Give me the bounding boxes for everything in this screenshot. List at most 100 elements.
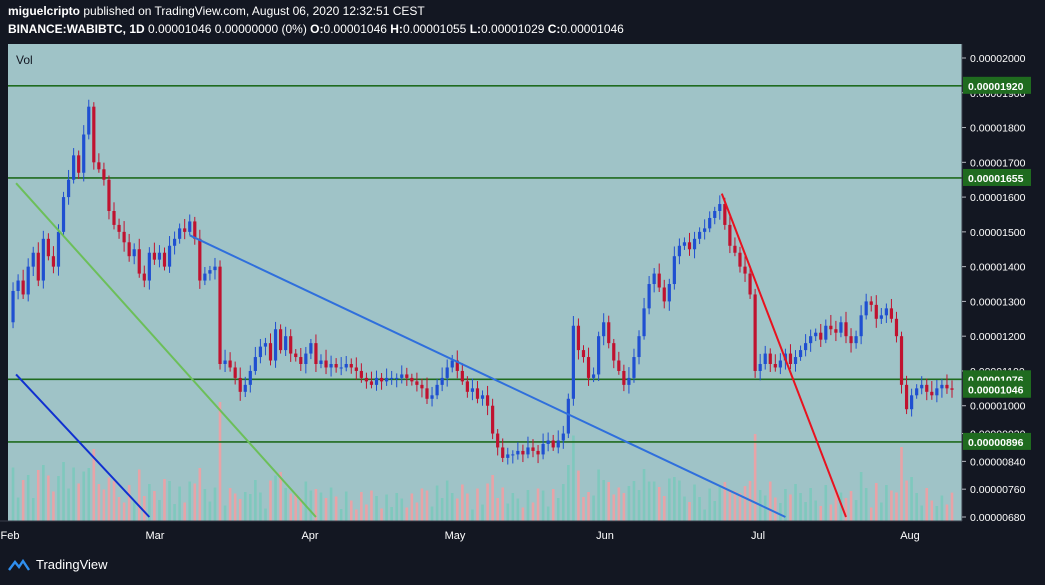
volume-bar: [804, 502, 807, 521]
candle-body: [26, 266, 30, 295]
candle-body: [743, 266, 747, 274]
candle-body: [879, 315, 883, 319]
candle-body: [930, 391, 934, 396]
volume-bar: [259, 492, 262, 521]
candle-body: [31, 252, 35, 267]
volume-bar: [496, 498, 499, 521]
volume-bar: [572, 435, 575, 521]
candle-body: [581, 350, 586, 358]
candle-body: [435, 384, 439, 396]
candle-body: [809, 336, 813, 344]
volume-bar: [849, 491, 853, 521]
candle-body: [218, 266, 222, 364]
volume-bar: [360, 492, 363, 521]
candle-body: [622, 370, 626, 385]
high-value: 0.00001055: [402, 22, 467, 36]
candle-body: [390, 377, 394, 379]
volume-bar: [567, 465, 570, 521]
volume-bar: [587, 492, 590, 521]
candle-body: [627, 377, 631, 385]
time-tick-label: Mar: [146, 530, 165, 542]
volume-bar: [476, 488, 479, 521]
volume-bar: [733, 491, 737, 521]
candle-body: [440, 377, 444, 385]
volume-bar: [637, 490, 641, 521]
candle-body: [607, 322, 611, 344]
volume-bar: [117, 497, 121, 521]
volume-bar: [435, 485, 439, 521]
volume-bar: [910, 477, 913, 521]
volume-bar: [107, 477, 111, 521]
candle-body: [642, 308, 646, 337]
candle-body: [167, 245, 172, 267]
volume-bar: [440, 498, 444, 521]
price-tick-label: 0.00000840: [970, 456, 1026, 468]
candle-body: [819, 332, 823, 340]
tradingview-brand[interactable]: TradingView: [8, 557, 108, 572]
publish-info: miguelcripto published on TradingView.co…: [8, 4, 425, 18]
candle-body: [61, 197, 66, 232]
price-tick-label: 0.00001300: [970, 296, 1026, 308]
time-tick-label: May: [445, 530, 466, 542]
candle-body: [920, 384, 924, 389]
volume-bar: [72, 467, 75, 521]
volume-bar: [824, 485, 828, 521]
candle-body: [314, 343, 318, 364]
price-axis[interactable]: 0.000020000.000019000.000018000.00001700…: [961, 44, 1031, 524]
candle-body: [465, 381, 469, 392]
candle-body: [193, 221, 197, 239]
volume-bar: [304, 481, 308, 521]
candle-body: [77, 155, 81, 173]
price-tick-label: 0.00001000: [970, 401, 1026, 413]
candle-body: [147, 252, 151, 281]
candle-body: [854, 336, 858, 344]
volume-bar: [652, 481, 656, 521]
time-tick-label: Jun: [596, 530, 614, 542]
candle-body: [248, 370, 252, 385]
candle-body: [662, 287, 666, 302]
candle-body: [51, 256, 56, 267]
volume-bar: [864, 488, 868, 521]
volume-bar: [647, 481, 651, 521]
open-label: O:: [310, 22, 324, 36]
level-badge: [963, 432, 1031, 450]
candle-body: [566, 398, 570, 434]
volume-bar: [264, 508, 267, 521]
candle-body: [253, 357, 257, 371]
trend-line: [15, 182, 317, 518]
volume-bar: [668, 478, 671, 521]
candle-body: [122, 231, 126, 243]
candle-body: [379, 377, 384, 382]
symbol-info: BINANCE:WABIBTC, 1D 0.00001046 0.0000000…: [8, 22, 624, 36]
volume-bar: [602, 480, 605, 521]
candle-body: [359, 370, 363, 378]
candle-body: [546, 440, 550, 444]
trend-line: [720, 193, 847, 518]
candle-body: [339, 367, 343, 369]
candle-body: [157, 252, 162, 260]
price-tick-label: 0.00001600: [970, 192, 1026, 204]
volume-bar: [62, 462, 65, 521]
candle-body: [268, 343, 273, 361]
volume-bar: [859, 472, 863, 521]
candle-body: [278, 329, 283, 351]
candle-body: [475, 388, 480, 399]
candle-body: [889, 308, 894, 319]
volume-bar: [577, 470, 580, 521]
volume-bar: [521, 507, 525, 521]
candle-body: [491, 405, 495, 434]
volume-bar: [834, 490, 838, 521]
candle-body: [824, 325, 828, 340]
candle-body: [374, 377, 379, 385]
candle-body: [107, 179, 111, 211]
volume-bar: [718, 487, 722, 521]
candle-body: [400, 374, 404, 378]
volume-bar: [880, 502, 883, 521]
symbol-label: BINANCE:WABIBTC, 1D: [8, 22, 145, 36]
candle-body: [430, 395, 434, 399]
candle-body: [506, 454, 510, 458]
time-axis[interactable]: Feb Mar Apr May Jun Jul Aug: [0, 520, 962, 542]
candle-body: [541, 443, 545, 455]
candle-body: [501, 447, 505, 458]
